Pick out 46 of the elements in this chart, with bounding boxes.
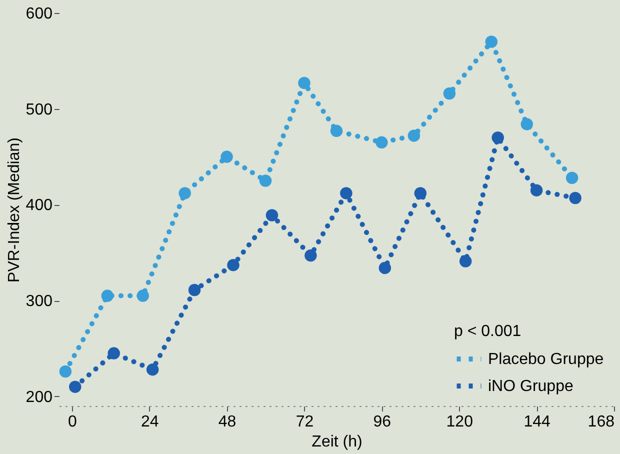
y-tick-label: 300 xyxy=(26,293,53,310)
point xyxy=(178,187,191,200)
y-tick-label: 400 xyxy=(26,197,53,214)
point xyxy=(408,130,420,142)
point xyxy=(188,284,201,296)
point xyxy=(220,150,233,163)
legend-title: p < 0.001 xyxy=(454,323,522,340)
x-tick-label: 72 xyxy=(296,414,314,430)
y-tick-label: 200 xyxy=(26,388,53,406)
x-tick-label: 120 xyxy=(446,414,474,430)
x-axis-title: Zeit (h) xyxy=(312,434,362,450)
point xyxy=(443,87,456,100)
x-tick-label: 48 xyxy=(218,414,236,430)
point xyxy=(227,258,240,272)
x-tick-label: 0 xyxy=(68,414,77,430)
point xyxy=(146,363,159,376)
point xyxy=(566,172,578,184)
y-axis-title: PVR-Index (Median) xyxy=(6,138,23,282)
point xyxy=(108,347,120,360)
point xyxy=(266,209,278,222)
point xyxy=(459,255,472,268)
x-tick-label: 96 xyxy=(373,414,392,430)
point xyxy=(298,76,310,90)
point xyxy=(530,184,543,196)
point xyxy=(414,187,427,200)
point xyxy=(59,365,72,378)
x-tick-label: 168 xyxy=(588,414,615,430)
legend-label: Placebo Gruppe xyxy=(488,351,604,368)
legend-label: iNO Gruppe xyxy=(488,378,574,395)
point xyxy=(520,118,533,130)
point xyxy=(259,174,272,187)
point xyxy=(569,192,582,204)
point xyxy=(101,290,114,302)
point xyxy=(492,132,504,144)
x-tick-label: 24 xyxy=(140,414,159,430)
x-tick-label: 144 xyxy=(524,414,551,430)
point xyxy=(69,380,82,393)
point xyxy=(378,262,392,274)
point xyxy=(340,187,352,200)
point xyxy=(376,136,388,149)
point xyxy=(330,124,343,138)
point xyxy=(304,249,317,262)
point xyxy=(485,36,498,48)
y-tick-label: 600 xyxy=(26,6,53,22)
point xyxy=(136,290,150,302)
y-tick-label: 500 xyxy=(26,101,53,118)
